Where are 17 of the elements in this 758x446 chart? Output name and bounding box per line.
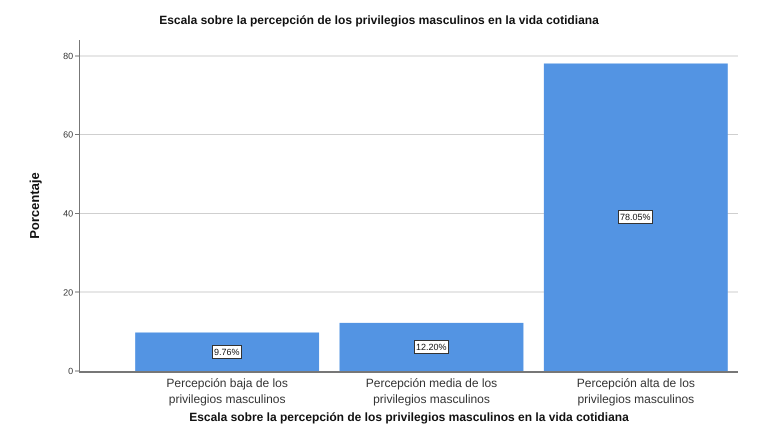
x-tick-label: Percepción media de los privilegios masculinos [366,376,498,406]
y-axis-title: Porcentaje [27,172,42,239]
bar [544,63,728,371]
x-axis-title: Escala sobre la percepción de los privilegios masculinos en la vida cotidiana [189,410,630,424]
y-tick-label: 60 [63,130,74,140]
x-tick-label: Percepción baja de los privilegios masculinos [166,376,288,406]
data-label: 78.05% [620,212,651,222]
data-label: 12.20% [416,342,447,352]
y-tick-label: 80 [63,50,74,61]
x-tick-label: Percepción alta de los privilegios masculinos [576,376,695,406]
y-tick-label: 20 [63,287,74,298]
y-tick-label: 0 [68,366,74,376]
bar [135,332,320,371]
chart-title: Escala sobre la percepción de los privilegios masculinos en la vida cotidiana [159,13,600,28]
y-tick-label: 40 [63,208,74,219]
bar [340,322,524,371]
data-label: 9.76% [214,347,240,357]
